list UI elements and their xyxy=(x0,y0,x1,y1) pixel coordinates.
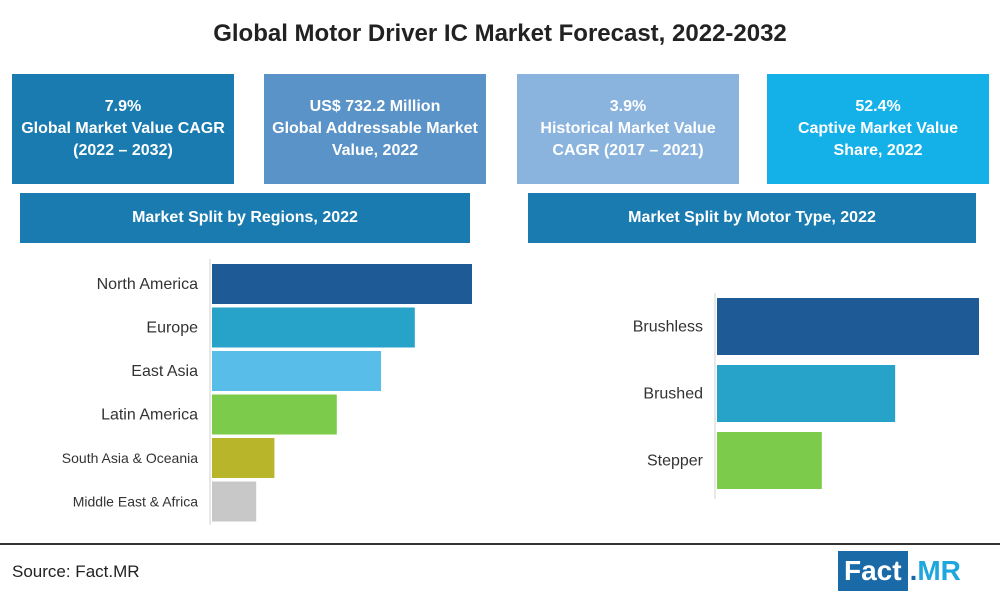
bar-latin-america xyxy=(212,394,337,435)
category-label-latin-america: Latin America xyxy=(101,407,198,424)
bar-north-america xyxy=(212,264,472,304)
logo-dot: . xyxy=(909,555,918,586)
source-note: Source: Fact.MR xyxy=(12,562,140,581)
footer-divider xyxy=(0,543,1000,545)
logo-mr: MR xyxy=(917,555,961,586)
bar-stepper xyxy=(717,432,822,489)
category-label-south-asia-oceania: South Asia & Oceania xyxy=(62,450,198,466)
kpi-card-historical-cagr: 3.9% Historical Market Value CAGR (2017 … xyxy=(517,74,739,184)
regions-chart-header: Market Split by Regions, 2022 xyxy=(20,193,470,243)
bar-brushless xyxy=(717,298,979,355)
category-label-east-asia: East Asia xyxy=(131,363,198,380)
bar-south-asia-oceania xyxy=(212,438,275,478)
bar-east-asia xyxy=(212,351,381,391)
kpi-value: 52.4% xyxy=(855,98,901,115)
kpi-card-captive-share: 52.4% Captive Market Value Share, 2022 xyxy=(767,74,989,184)
kpi-label: Global Addressable Market Value, 2022 xyxy=(272,120,478,159)
kpi-label: Global Market Value CAGR (2022 – 2032) xyxy=(21,120,225,159)
kpi-value: 7.9% xyxy=(104,98,142,115)
logo-fact: Fact xyxy=(838,551,908,591)
bar-brushed xyxy=(717,365,896,422)
page-title: Global Motor Driver IC Market Forecast, … xyxy=(213,20,787,47)
kpi-card-cagr-forecast: 7.9% Global Market Value CAGR (2022 – 20… xyxy=(12,74,234,184)
category-label-middle-east-africa: Middle East & Africa xyxy=(73,494,198,510)
motor-type-chart-header: Market Split by Motor Type, 2022 xyxy=(528,193,976,243)
kpi-value: 3.9% xyxy=(609,98,647,115)
bar-charts: North America Europe East Asia Latin Americ… xyxy=(62,259,979,525)
category-label-brushless: Brushless xyxy=(633,319,703,336)
kpi-value: US$ 732.2 Million xyxy=(309,98,441,115)
category-label-brushed: Brushed xyxy=(643,386,703,403)
kpi-card-market-value: US$ 732.2 Million Global Addressable Mar… xyxy=(264,74,486,184)
motor-type-bar-chart: Brushless Brushed Stepper xyxy=(633,293,979,499)
regions-bar-chart: North America Europe East Asia Latin Americ… xyxy=(62,259,472,525)
category-label-stepper: Stepper xyxy=(647,453,704,470)
category-label-europe: Europe xyxy=(146,320,198,337)
category-label-north-america: North America xyxy=(97,276,198,293)
bar-middle-east-africa xyxy=(212,481,257,522)
kpi-label: Historical Market Value CAGR (2017 – 202… xyxy=(540,120,716,159)
kpi-label: Captive Market Value Share, 2022 xyxy=(797,120,959,159)
factmr-logo: Fact . MR xyxy=(838,551,961,591)
bar-europe xyxy=(212,307,415,348)
